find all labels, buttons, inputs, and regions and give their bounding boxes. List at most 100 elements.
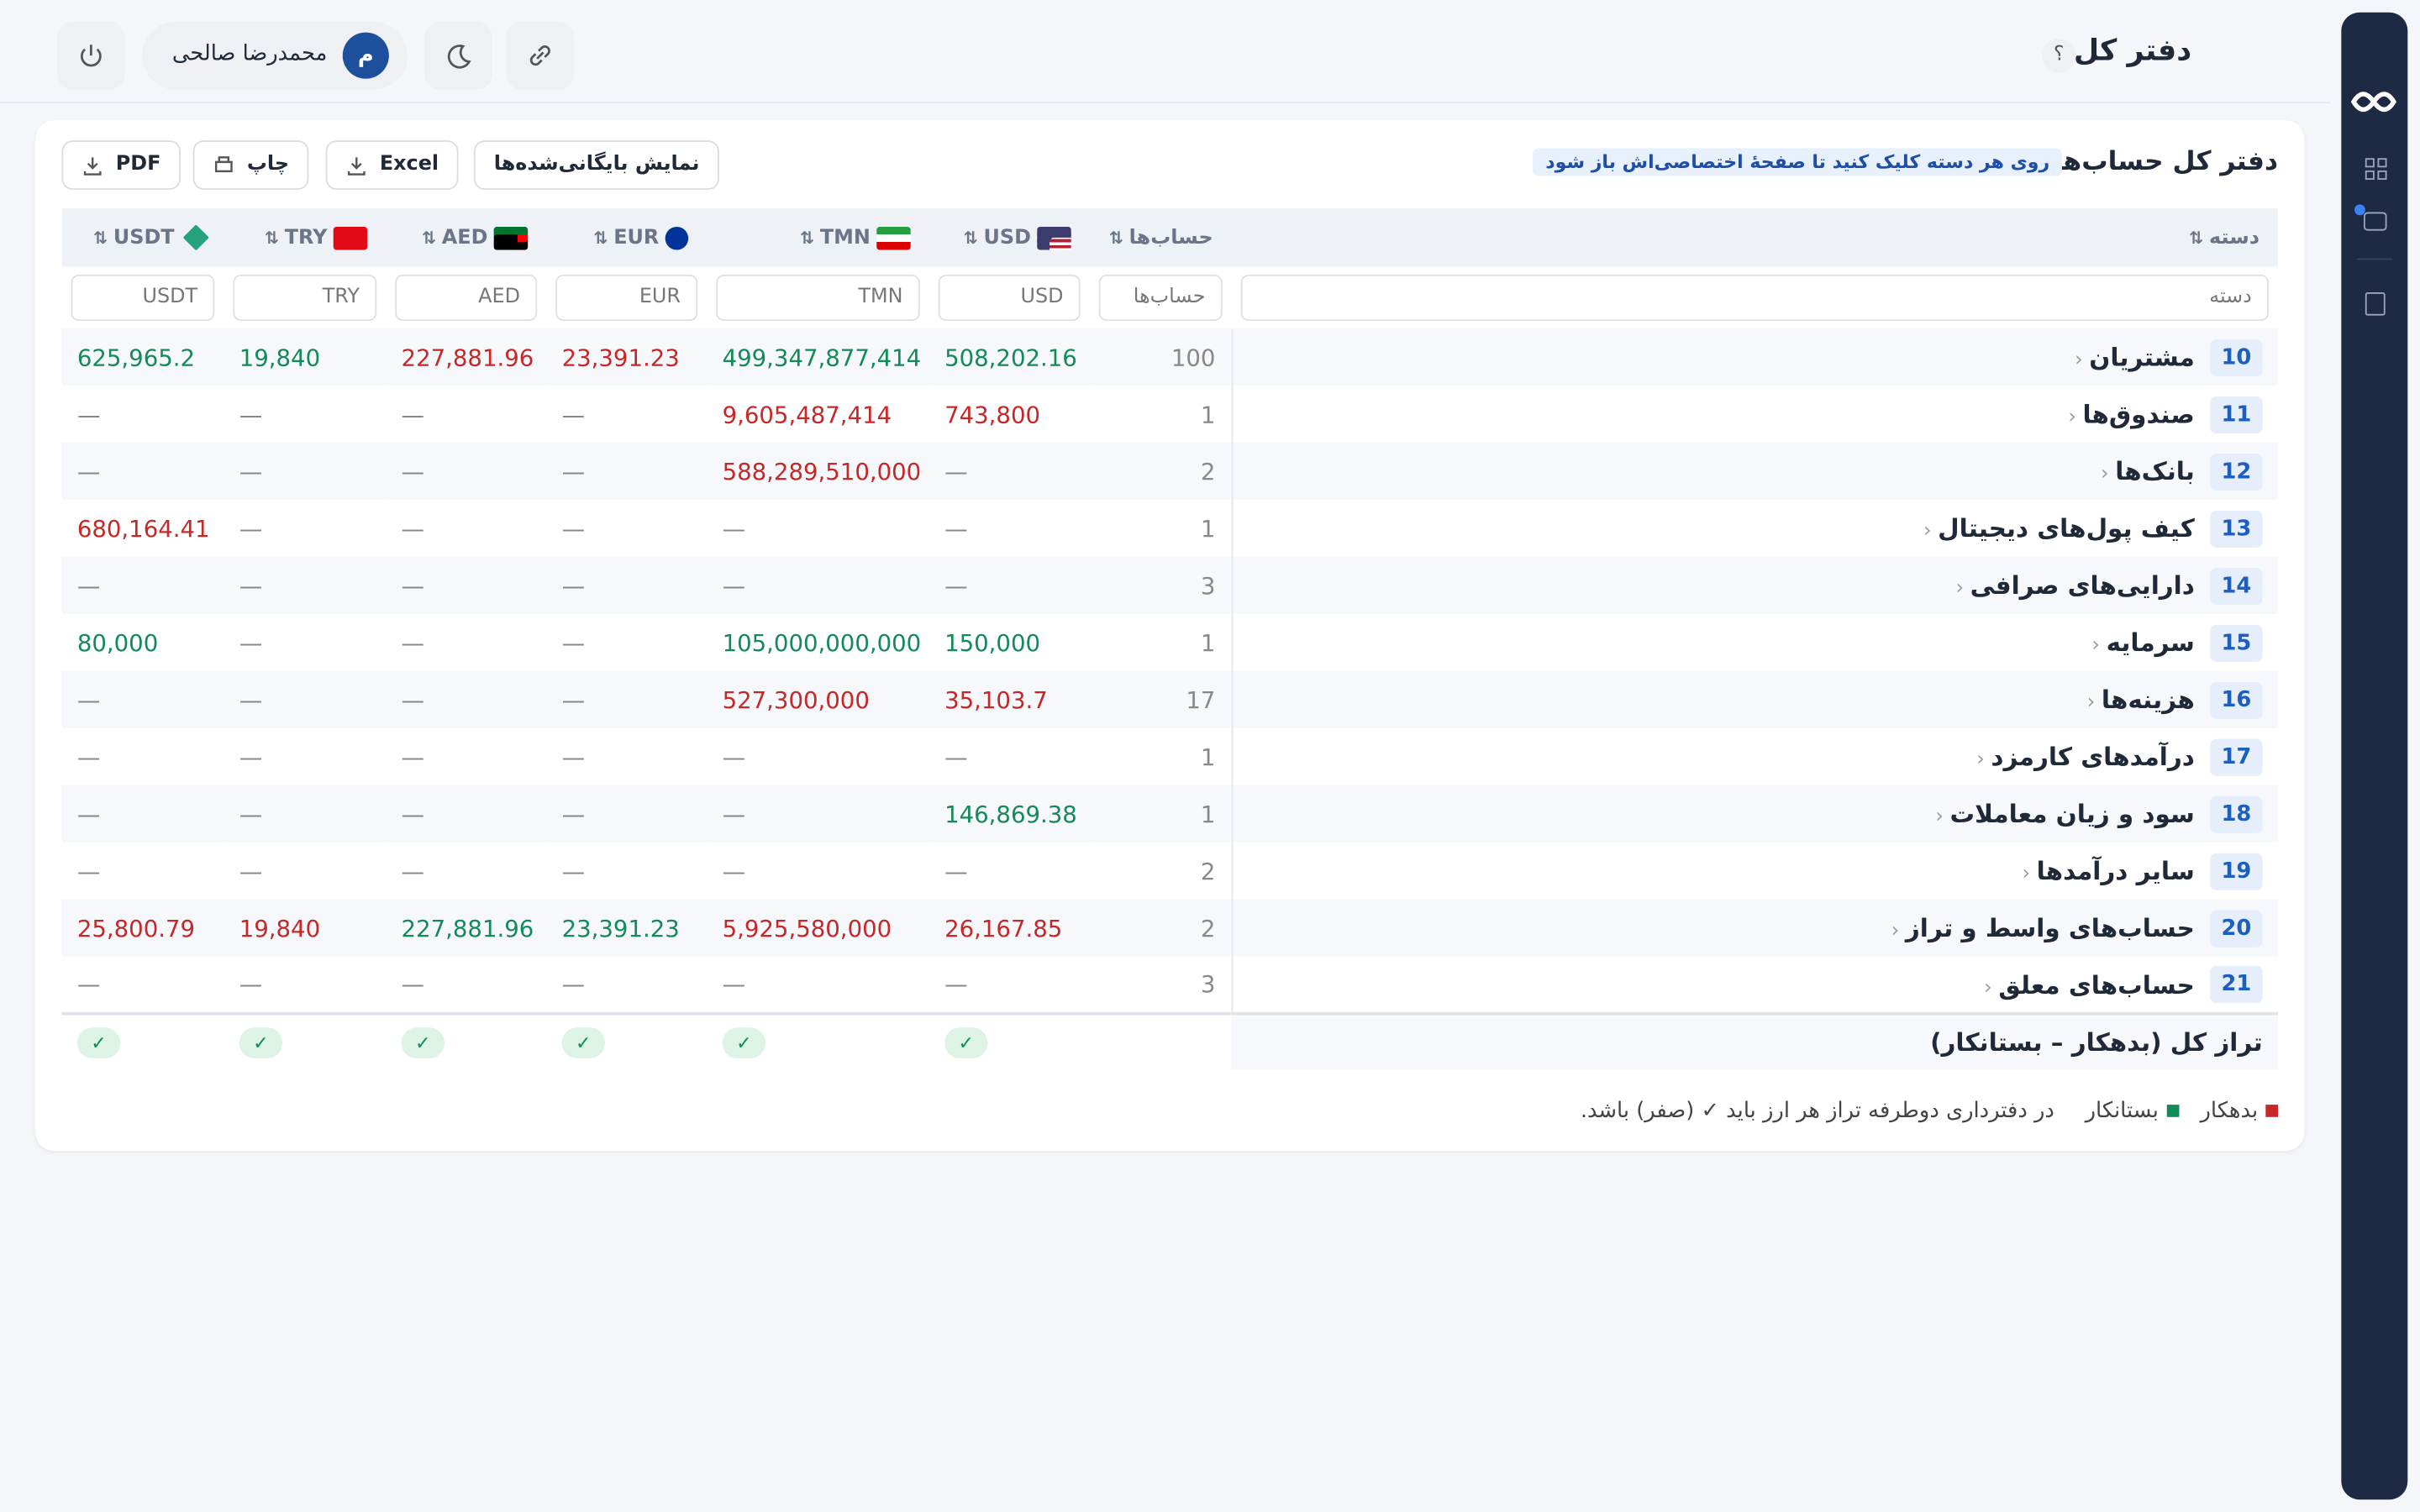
amount: 23,391.23 [561, 914, 680, 942]
legend-swatch [2166, 1105, 2179, 1117]
amount: 625,965.2 [76, 343, 196, 371]
amount-cell: 150,000 [929, 614, 1090, 671]
column-header[interactable]: دسته [1231, 207, 2279, 267]
category-cell: 21 حساب‌های معلق [1230, 956, 2279, 1014]
amount: 5,925,580,000 [722, 914, 892, 942]
category-row[interactable]: 21 حساب‌های معلق 3 — — — — — — [61, 956, 2279, 1014]
filter-input[interactable]: حساب‌ها [1098, 274, 1223, 322]
column-header[interactable]: USD [929, 207, 1090, 267]
theme-button[interactable] [424, 21, 492, 90]
amount-cell: — [546, 670, 708, 728]
amount-cell: — [61, 557, 224, 615]
category-code: 15 [2210, 623, 2263, 662]
button-label: Excel [379, 152, 439, 176]
category-cell: 12 بانک‌ها [1230, 443, 2279, 501]
category-row[interactable]: 13 کیف پول‌های دیجیتال 1 — — — — — 680,164.41 [61, 500, 2279, 558]
column-header[interactable]: TRY [224, 207, 387, 267]
legend-label: بدهکار [2200, 1098, 2259, 1124]
category-code: 21 [2210, 965, 2263, 1003]
column-header[interactable]: AED [386, 207, 547, 267]
category-cell: 17 درآمدهای کارمزد [1230, 727, 2279, 785]
empty-amount: — [722, 571, 746, 600]
pdf-button[interactable]: PDF [61, 140, 182, 190]
amount: 508,202.16 [944, 343, 1077, 371]
empty-amount: — [722, 800, 746, 828]
amount-cell: 5,925,580,000 [707, 899, 929, 957]
empty-amount: — [944, 970, 968, 999]
amount-cell: — [929, 500, 1090, 557]
print-button[interactable]: چاپ [192, 140, 309, 190]
balance-cell: ✓ [707, 1011, 929, 1069]
balance-cell: ✓ [386, 1011, 547, 1069]
amount-cell: — [386, 843, 546, 900]
filter-input[interactable]: دسته [1240, 274, 2270, 322]
category-cell: 18 سود و زیان معاملات [1230, 785, 2279, 843]
excel-button[interactable]: Excel [325, 140, 459, 190]
category-name: حساب‌های معلق [1984, 969, 2195, 999]
filter-input[interactable]: EUR [555, 274, 698, 322]
filter-cell: AED [386, 266, 547, 329]
archived-button[interactable]: نمایش بایگانی‌شده‌ها [473, 140, 720, 190]
filter-input[interactable]: AED [395, 274, 538, 322]
column-header[interactable]: EUR [546, 207, 708, 267]
amount-cell: — [929, 957, 1090, 1014]
category-name: سود و زیان معاملات [1935, 799, 2194, 828]
amount-cell: — [929, 843, 1090, 900]
empty-amount: — [561, 970, 586, 999]
link-button[interactable] [506, 21, 575, 90]
empty-amount: — [561, 514, 586, 543]
amount-cell: — [386, 614, 546, 671]
empty-amount: — [561, 571, 586, 600]
category-row[interactable]: 20 حساب‌های واسط و تراز 2 26,167.85 5,925,58… [61, 899, 2279, 957]
amount-cell: — [929, 443, 1090, 501]
category-code: 13 [2210, 510, 2263, 548]
category-row[interactable]: 15 سرمایه 1 150,000 105,000,000,000 — — — 80,000 [61, 614, 2279, 671]
filter-input[interactable]: USD [938, 274, 1081, 322]
category-row[interactable]: 10 مشتریان 100 508,202.16 499,347,877,414 23,… [61, 328, 2279, 386]
filter-input[interactable]: USDT [71, 274, 215, 322]
filter-input[interactable]: TRY [233, 274, 377, 322]
category-row[interactable]: 17 درآمدهای کارمزد 1 — — — — — — [61, 727, 2279, 785]
amount-cell: 80,000 [61, 614, 224, 671]
category-cell: 11 صندوق‌ها [1230, 386, 2279, 444]
button-label: PDF [115, 152, 161, 176]
category-row[interactable]: 11 صندوق‌ها 1 743,800 9,605,487,414 — — — — [61, 386, 2279, 444]
amount-cell: — [546, 728, 707, 785]
empty-amount: — [401, 400, 425, 428]
empty-amount: — [401, 970, 425, 999]
empty-amount: — [76, 571, 101, 600]
column-header[interactable]: TMN [707, 207, 929, 267]
empty-amount: — [561, 685, 586, 714]
amount: 9,605,487,414 [722, 400, 892, 428]
column-label: EUR [593, 226, 659, 249]
help-button[interactable]: ؟ [2042, 38, 2076, 73]
amount-cell: 680,164.41 [61, 500, 224, 557]
filter-cell: EUR [546, 266, 708, 329]
amount-cell: 499,347,877,414 [707, 328, 929, 386]
account-count: 1 [1089, 785, 1232, 843]
amount-cell: 105,000,000,000 [707, 614, 929, 671]
amount-cell: 743,800 [929, 386, 1090, 443]
amount-cell: — [546, 557, 708, 615]
column-label: حساب‌ها [1109, 226, 1213, 249]
amount-cell: — [386, 728, 546, 785]
balance-check: ✓ [722, 1026, 766, 1058]
category-name: مشتریان [2075, 343, 2195, 372]
column-header[interactable]: حساب‌ها [1089, 207, 1232, 267]
empty-amount: — [239, 400, 263, 428]
column-header[interactable]: USDT [61, 207, 224, 267]
total-label: تراز کل (بدهکار – بستانکار) [1231, 1011, 2279, 1069]
user-chip[interactable]: م محمدرضا صالحی [141, 21, 408, 90]
category-row[interactable]: 19 سایر درآمدها 2 — — — — — — [61, 842, 2279, 900]
category-row[interactable]: 14 دارایی‌های صرافی 3 — — — — — — [61, 557, 2279, 615]
category-row[interactable]: 18 سود و زیان معاملات 1 146,869.38 — — — — — [61, 785, 2279, 843]
amount: 25,800.79 [76, 914, 196, 942]
category-row[interactable]: 16 هزینه‌ها 17 35,103.7 527,300,000 — — — — [61, 670, 2279, 728]
amount: 146,869.38 [944, 800, 1077, 828]
filter-input[interactable]: TMN [716, 274, 920, 322]
logout-button[interactable] [56, 21, 125, 90]
account-count: 100 [1089, 328, 1232, 386]
amount: 743,800 [944, 400, 1041, 428]
category-code: 11 [2210, 396, 2263, 433]
category-row[interactable]: 12 بانک‌ها 2 — 588,289,510,000 — — — — [61, 443, 2279, 501]
